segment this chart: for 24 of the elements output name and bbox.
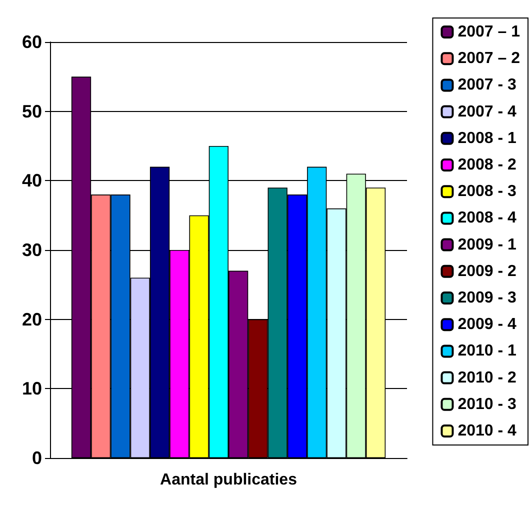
y-tick-label: 10 [22,378,42,399]
legend-label: 2007 – 1 [458,24,520,40]
y-tick-label: 0 [32,448,42,468]
legend-label: 2007 - 4 [458,103,517,120]
y-tick-label: 60 [22,32,42,52]
legend-label: 2009 - 3 [458,290,517,306]
legend-label: 2010 - 1 [458,342,517,360]
legend-label: 2010 - 2 [458,369,517,386]
y-tick-label: 40 [22,170,42,191]
x-tick-label: Aantal publicaties [160,472,298,488]
legend-label: 2007 - 3 [458,76,517,94]
legend-label: 2009 - 1 [458,236,517,254]
y-tick-label: 50 [22,101,42,122]
y-tick-label: 30 [22,240,42,260]
legend-label: 2008 - 3 [458,183,517,200]
legend-label: 2010 - 4 [458,422,517,440]
y-tick-label: 20 [22,309,42,330]
legend-label: 2009 - 2 [458,262,517,280]
legend-label: 2007 – 2 [458,50,520,68]
legend-label: 2008 - 4 [458,210,517,227]
legend-label: 2009 - 4 [458,316,517,334]
legend-label: 2010 - 3 [458,396,517,413]
legend-label: 2008 - 2 [458,156,517,174]
legend-label: 2008 - 1 [458,130,517,147]
